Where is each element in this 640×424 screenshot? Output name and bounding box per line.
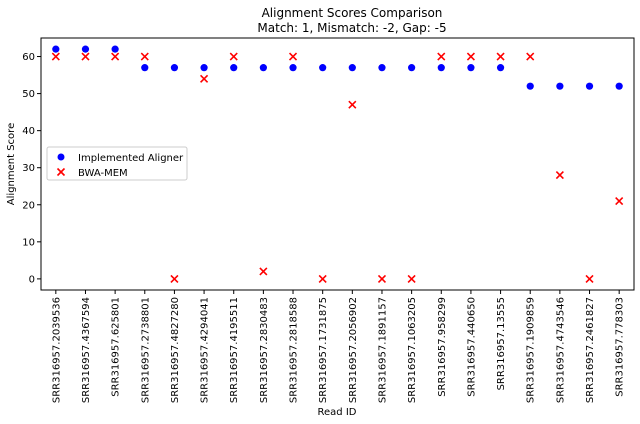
x-tick-label: SRR316957.2830483	[259, 297, 270, 403]
legend-label-bwa-mem: BWA-MEM	[78, 168, 128, 179]
point-bwa-mem	[51, 52, 60, 61]
legend-label-implemented-aligner: Implemented Aligner	[78, 153, 184, 164]
x-tick-label: SRR316957.1891157	[377, 297, 388, 403]
legend-marker-bwa-mem	[56, 167, 66, 177]
x-tick-label: SRR316957.1731875	[318, 297, 329, 403]
point-bwa-mem	[259, 267, 268, 276]
point-bwa-mem	[526, 52, 535, 61]
x-tick-label: SRR316957.2461827	[585, 297, 596, 403]
point-bwa-mem	[615, 196, 624, 206]
point-bwa-mem	[555, 171, 564, 180]
point-implemented-aligner	[319, 64, 327, 72]
point-implemented-aligner	[437, 64, 445, 72]
x-axis-label: Read ID	[318, 407, 357, 418]
series-implemented-aligner	[52, 45, 623, 90]
x-tick-label: SRR316957.778303	[615, 297, 626, 397]
point-bwa-mem	[229, 52, 238, 61]
point-implemented-aligner	[348, 64, 356, 72]
chart-title: Alignment Scores Comparison	[262, 6, 443, 20]
point-implemented-aligner	[111, 45, 119, 53]
y-axis-label: Alignment Score	[6, 123, 17, 205]
x-tick-label: SRR316957.2738801	[140, 297, 151, 403]
legend-box	[46, 146, 188, 181]
point-bwa-mem	[170, 274, 179, 283]
point-implemented-aligner	[378, 64, 386, 72]
x-tick-label: SRR316957.440650	[466, 297, 477, 397]
y-tick-label: 20	[22, 200, 35, 211]
point-bwa-mem	[111, 52, 120, 61]
point-bwa-mem	[200, 74, 209, 83]
legend: Implemented Aligner BWA-MEM	[46, 146, 188, 181]
point-implemented-aligner	[615, 82, 623, 90]
x-tick-label: SRR316957.4743546	[555, 297, 566, 403]
x-tick-label: SRR316957.2056902	[348, 297, 359, 403]
point-implemented-aligner	[81, 45, 90, 53]
point-bwa-mem	[140, 52, 149, 61]
x-tick-label: SRR316957.1909859	[526, 297, 537, 403]
y-tick-label: 60	[22, 52, 35, 63]
point-implemented-aligner	[556, 82, 564, 90]
point-bwa-mem	[288, 52, 298, 61]
data-points	[51, 45, 624, 283]
plot-frame	[40, 37, 635, 291]
legend-marker-implemented-aligner	[57, 153, 65, 161]
point-implemented-aligner	[289, 64, 297, 72]
y-tick-label: 0	[29, 274, 35, 285]
point-implemented-aligner	[141, 64, 149, 72]
point-bwa-mem	[407, 274, 416, 283]
x-tick-label: SRR316957.1063205	[407, 297, 418, 403]
point-implemented-aligner	[467, 64, 475, 72]
point-bwa-mem	[585, 274, 594, 283]
y-tick-label: 40	[22, 126, 35, 137]
y-tick-label: 10	[22, 237, 35, 248]
x-tick-label: SRR316957.13555	[496, 297, 507, 390]
point-bwa-mem	[81, 52, 90, 61]
x-tick-label: SRR316957.4367594	[81, 297, 92, 403]
point-bwa-mem	[437, 52, 446, 61]
point-bwa-mem	[377, 274, 387, 283]
x-tick-label: SRR316957.4195511	[229, 297, 240, 403]
chart-subtitle: Match: 1, Mismatch: -2, Gap: -5	[257, 21, 446, 35]
point-implemented-aligner	[585, 82, 594, 90]
x-tick-label: SRR316957.625801	[111, 297, 122, 397]
point-implemented-aligner	[200, 64, 208, 72]
point-implemented-aligner	[170, 64, 179, 72]
point-bwa-mem	[318, 274, 327, 283]
x-tick-label: SRR316957.2818588	[289, 297, 300, 403]
y-tick-label: 50	[22, 89, 35, 100]
point-implemented-aligner	[52, 45, 60, 53]
x-tick-label: SRR316957.958299	[437, 297, 448, 397]
x-axis-ticks: SRR316957.2039536 SRR316957.4367594 SRR316…	[51, 290, 626, 403]
series-bwa-mem	[51, 52, 624, 283]
x-tick-label: SRR316957.4827280	[170, 297, 181, 403]
y-axis-ticks: 0 10 20 30 40 50 60	[22, 52, 41, 285]
point-implemented-aligner	[408, 64, 416, 72]
point-bwa-mem	[466, 52, 475, 61]
x-tick-label: SRR316957.4294041	[200, 297, 211, 403]
point-implemented-aligner	[526, 82, 534, 90]
x-tick-label: SRR316957.2039536	[51, 297, 62, 403]
point-bwa-mem	[496, 52, 505, 61]
point-implemented-aligner	[259, 64, 267, 72]
point-bwa-mem	[348, 100, 357, 109]
point-implemented-aligner	[230, 64, 238, 72]
point-implemented-aligner	[496, 64, 505, 72]
y-tick-label: 30	[22, 163, 35, 174]
